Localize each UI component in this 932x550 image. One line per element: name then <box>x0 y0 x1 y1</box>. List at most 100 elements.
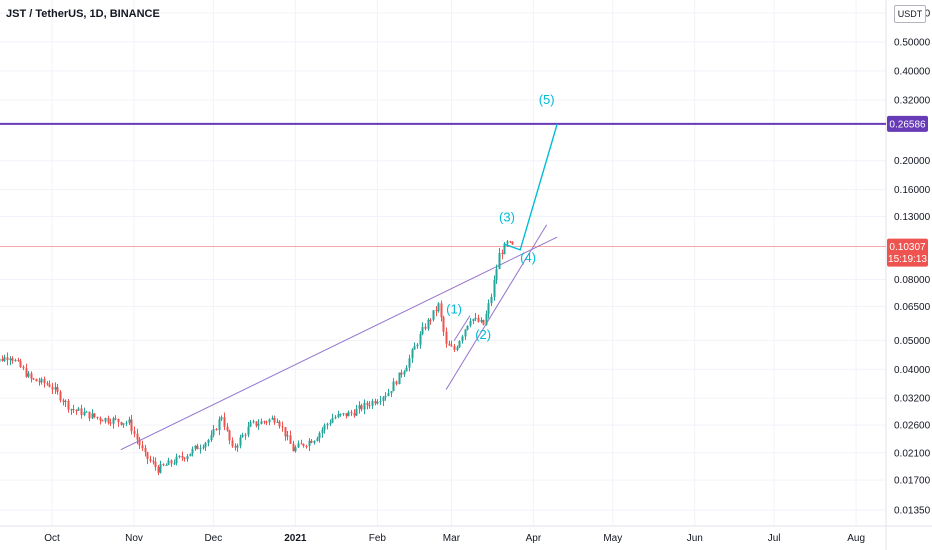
candle-body <box>83 412 86 416</box>
candle-body <box>236 445 239 448</box>
candle-body <box>289 435 292 444</box>
y-tick-label: 0.01700 <box>894 476 931 487</box>
candle-body <box>14 360 17 362</box>
candle-body <box>0 358 1 362</box>
candle-body <box>152 460 155 462</box>
candle-body <box>408 358 411 368</box>
resistance-badge-label: 0.26586 <box>889 119 926 130</box>
wave-labels: (1) (2) (3) (4) (5) <box>446 92 554 342</box>
candle-body <box>249 422 252 427</box>
x-tick-label: Jun <box>687 533 703 544</box>
candle-body <box>252 421 255 423</box>
candle-body <box>170 460 173 464</box>
candle-body <box>278 421 281 427</box>
candle-body <box>260 421 263 425</box>
candle-body <box>411 349 414 359</box>
candle-body <box>1 358 4 361</box>
candle-body <box>226 426 229 431</box>
candle-body <box>286 435 289 437</box>
candle-body <box>472 319 475 321</box>
candle-body <box>59 391 62 401</box>
x-tick-label: Apr <box>526 533 542 544</box>
candle-body <box>326 423 329 426</box>
candle-body <box>154 461 157 467</box>
candle-body <box>149 458 152 461</box>
y-tick-label: 0.32000 <box>894 95 931 106</box>
candle-body <box>466 325 469 330</box>
candle-body <box>469 320 472 326</box>
candle-body <box>231 440 234 447</box>
time-axis[interactable]: Oct Nov Dec 2021 Feb Mar Apr May Jun Jul Aug <box>44 533 865 544</box>
candle-body <box>99 417 102 421</box>
x-tick-label: May <box>603 533 622 544</box>
candle-body <box>19 360 22 368</box>
candle-body <box>6 357 9 361</box>
candle-body <box>178 455 181 457</box>
candle-body <box>398 372 401 385</box>
wave-label: (3) <box>499 210 515 225</box>
candle-body <box>271 418 274 420</box>
price-axis[interactable]: 0.625000.500000.400000.320000.200000.160… <box>894 9 931 517</box>
candle-body <box>11 358 14 361</box>
candle-body <box>339 414 342 416</box>
candle-body <box>223 417 226 427</box>
candle-body <box>501 252 504 255</box>
candles <box>0 239 514 476</box>
candle-body <box>96 416 99 418</box>
wave-label: (5) <box>539 92 555 107</box>
candle-body <box>474 317 477 320</box>
candle-body <box>360 405 363 410</box>
candle-body <box>331 418 334 423</box>
y-tick-label: 0.02100 <box>894 448 931 459</box>
candle-body <box>268 419 271 423</box>
candle-body <box>220 417 223 420</box>
x-tick-label: Mar <box>443 533 461 544</box>
candle-body <box>157 466 160 473</box>
candle-body <box>342 413 345 415</box>
candle-body <box>112 418 115 424</box>
candle-body <box>199 448 202 450</box>
candle-body <box>371 400 374 406</box>
candle-body <box>435 310 438 312</box>
candle-body <box>376 401 379 404</box>
candle-body <box>175 456 178 464</box>
chart-title: JST / TetherUS, 1D, BINANCE <box>6 8 160 20</box>
candle-body <box>432 310 435 320</box>
candle-body <box>400 372 403 375</box>
candle-body <box>368 405 371 407</box>
candle-body <box>239 437 242 446</box>
candle-body <box>130 419 133 432</box>
candle-body <box>450 345 453 347</box>
candle-body <box>281 426 284 428</box>
candle-body <box>56 387 59 392</box>
candle-body <box>255 421 258 426</box>
candle-body <box>114 418 117 420</box>
candle-body <box>276 421 279 423</box>
candle-body <box>284 427 287 437</box>
y-tick-label: 0.03200 <box>894 394 931 405</box>
candle-body <box>308 440 311 446</box>
y-tick-label: 0.08000 <box>894 275 931 286</box>
candle-body <box>265 421 268 423</box>
candle-body <box>310 440 313 443</box>
candle-body <box>384 395 387 398</box>
candle-body <box>503 243 506 255</box>
wave-label: (2) <box>475 327 491 342</box>
candle-body <box>54 387 57 390</box>
x-tick-label: Nov <box>125 533 143 544</box>
candle-body <box>183 457 186 460</box>
candle-body <box>228 430 231 441</box>
candle-body <box>212 429 215 436</box>
candle-body <box>173 463 176 465</box>
candle-body <box>403 371 406 375</box>
candle-body <box>32 378 35 380</box>
candle-body <box>122 423 125 425</box>
candle-body <box>495 269 498 281</box>
candle-body <box>88 411 91 419</box>
candle-body <box>186 456 189 460</box>
candle-body <box>448 343 451 346</box>
unit-selector[interactable]: USDT <box>894 5 926 23</box>
candle-body <box>485 313 488 325</box>
candle-body <box>75 409 78 411</box>
